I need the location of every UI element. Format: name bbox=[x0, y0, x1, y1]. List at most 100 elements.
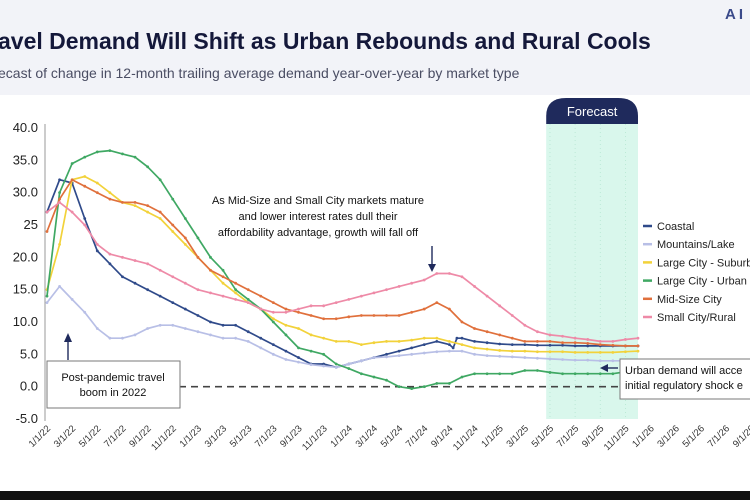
data-point bbox=[447, 307, 451, 311]
data-point bbox=[297, 360, 300, 364]
data-point bbox=[410, 310, 414, 314]
data-point bbox=[246, 340, 250, 343]
data-point bbox=[183, 327, 187, 330]
data-point bbox=[435, 301, 439, 304]
data-point bbox=[422, 385, 426, 389]
data-point bbox=[385, 340, 388, 343]
data-point bbox=[573, 350, 577, 354]
data-point bbox=[455, 336, 459, 340]
series-line-4 bbox=[46, 178, 638, 347]
data-point bbox=[146, 262, 149, 266]
data-point bbox=[133, 281, 137, 285]
data-point bbox=[359, 294, 363, 298]
data-point bbox=[246, 297, 250, 301]
data-point bbox=[422, 351, 426, 355]
legend-item: Coastal bbox=[657, 221, 694, 233]
data-point bbox=[221, 323, 225, 327]
data-point bbox=[133, 200, 137, 204]
data-point bbox=[397, 285, 401, 288]
legend-item: Mid-Size City bbox=[657, 294, 722, 306]
data-point bbox=[334, 365, 338, 369]
x-tick-label: 1/1/24 bbox=[328, 423, 354, 449]
data-point bbox=[309, 314, 313, 317]
data-point bbox=[221, 268, 225, 272]
data-point bbox=[234, 288, 238, 292]
data-point bbox=[171, 223, 175, 227]
data-point bbox=[95, 327, 99, 330]
y-tick-label: 40.0 bbox=[13, 120, 38, 135]
data-point bbox=[473, 340, 476, 343]
data-point bbox=[271, 352, 275, 356]
data-point bbox=[397, 385, 401, 389]
data-point bbox=[171, 301, 175, 304]
data-point bbox=[586, 338, 590, 341]
data-point bbox=[121, 255, 124, 259]
data-point bbox=[146, 165, 149, 169]
data-point bbox=[309, 349, 313, 353]
data-point bbox=[523, 343, 527, 347]
data-point bbox=[297, 327, 300, 330]
x-tick-label: 3/1/25 bbox=[504, 423, 530, 449]
data-point bbox=[586, 341, 590, 345]
data-point bbox=[510, 314, 514, 317]
x-tick-label: 5/1/24 bbox=[379, 423, 405, 449]
data-point bbox=[498, 372, 502, 376]
data-point bbox=[271, 320, 275, 324]
data-point bbox=[108, 149, 112, 153]
data-point bbox=[624, 338, 627, 341]
data-point bbox=[451, 346, 455, 350]
data-point bbox=[108, 262, 112, 266]
data-point bbox=[334, 317, 338, 321]
data-point bbox=[83, 184, 87, 188]
data-point bbox=[70, 162, 74, 165]
data-point bbox=[83, 175, 87, 178]
data-point bbox=[121, 200, 124, 204]
data-point bbox=[322, 304, 326, 308]
data-point bbox=[548, 350, 552, 354]
data-point bbox=[410, 346, 414, 350]
data-point bbox=[121, 336, 124, 340]
x-tick-label: 3/1/26 bbox=[655, 423, 681, 449]
annotation-text: boom in 2022 bbox=[80, 387, 147, 399]
annotation-box bbox=[46, 360, 181, 409]
data-point bbox=[548, 333, 552, 337]
data-point bbox=[334, 301, 338, 304]
data-point bbox=[108, 197, 112, 201]
data-point bbox=[158, 178, 162, 182]
x-tick-label: 7/1/25 bbox=[555, 423, 581, 449]
annotation-text: and lower interest rates dull their bbox=[239, 211, 398, 223]
data-point bbox=[246, 301, 250, 304]
legend-item: Large City - Suburban bbox=[657, 257, 750, 269]
annotation-arrowhead bbox=[600, 364, 608, 372]
data-point bbox=[536, 356, 539, 360]
annotation-text: affordability advantage, growth will fal… bbox=[218, 227, 419, 239]
data-point bbox=[410, 338, 414, 342]
data-point bbox=[523, 349, 527, 353]
data-point bbox=[322, 352, 326, 356]
data-point bbox=[221, 294, 225, 298]
data-point bbox=[133, 333, 137, 337]
legend-item: Large City - Urban bbox=[657, 276, 747, 288]
data-point bbox=[460, 349, 464, 353]
data-point bbox=[548, 357, 552, 361]
data-point bbox=[586, 344, 590, 348]
y-tick-label: 15.0 bbox=[13, 282, 38, 297]
data-point bbox=[586, 372, 590, 376]
data-point bbox=[536, 369, 539, 372]
annotation-box bbox=[619, 358, 750, 400]
series-line-5 bbox=[46, 201, 639, 343]
data-point bbox=[573, 344, 577, 348]
data-point bbox=[284, 310, 288, 314]
data-point bbox=[510, 349, 514, 353]
data-point bbox=[158, 268, 162, 272]
data-point bbox=[359, 372, 363, 376]
data-point bbox=[309, 363, 313, 367]
data-point bbox=[561, 372, 564, 376]
data-point bbox=[510, 343, 514, 347]
data-point bbox=[259, 307, 263, 311]
data-point bbox=[510, 372, 514, 376]
brand-logo: AI bbox=[725, 6, 746, 23]
data-point bbox=[598, 359, 602, 363]
data-point bbox=[611, 340, 615, 343]
